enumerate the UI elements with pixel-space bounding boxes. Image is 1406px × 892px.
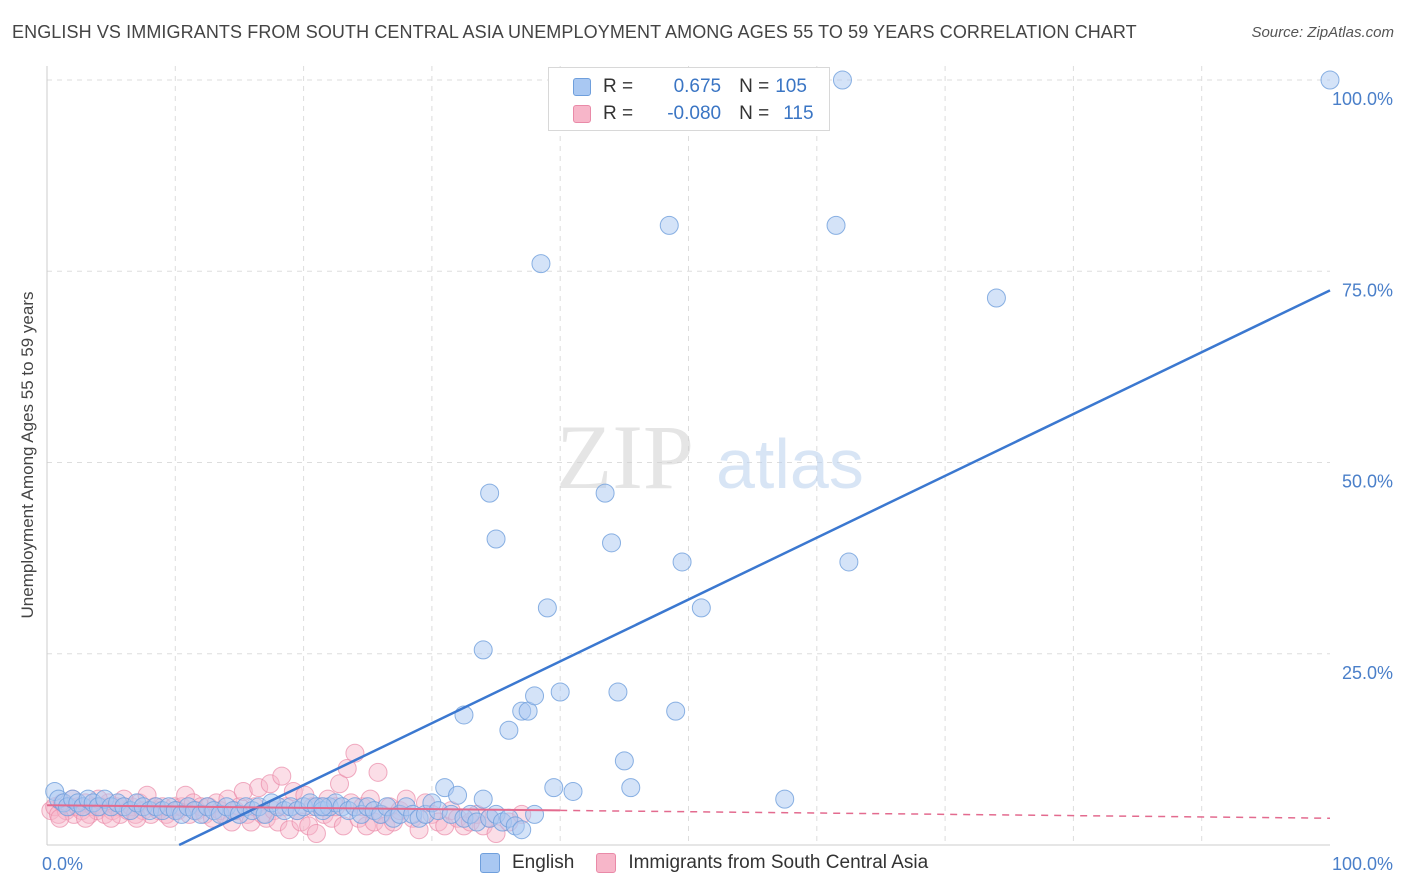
chart-title: ENGLISH VS IMMIGRANTS FROM SOUTH CENTRAL… xyxy=(12,22,1137,42)
english-point xyxy=(839,552,859,572)
y-tick-label: 25.0% xyxy=(1342,663,1393,683)
english-point xyxy=(602,533,622,553)
legend-n-english: 105 xyxy=(775,76,807,97)
watermark-atlas: atlas xyxy=(716,425,864,503)
english-point xyxy=(531,254,551,274)
source-credit: Source: ZipAtlas.com xyxy=(1251,24,1394,41)
immigrants-point xyxy=(249,778,269,798)
english-point xyxy=(826,215,846,235)
english-trend-line xyxy=(178,289,1331,847)
english-point xyxy=(525,686,545,706)
axes xyxy=(46,66,1330,846)
english-point xyxy=(550,682,570,702)
legend-n-label: N = xyxy=(739,103,770,124)
x-tick-label: 100.0% xyxy=(1332,854,1393,874)
x-tick-label: 0.0% xyxy=(42,854,83,874)
legend-r-english: 0.675 xyxy=(673,76,722,97)
immigrants-point xyxy=(260,774,280,794)
english-point xyxy=(499,720,519,740)
tick-labels: 25.0% 50.0% 75.0% 100.0% 0.0% 100.0% xyxy=(42,89,1393,874)
legend-r-label: R = xyxy=(603,76,634,97)
english-point xyxy=(986,288,1006,308)
english-point xyxy=(621,778,641,798)
legend-row-english: R = 0.675 N = 105 xyxy=(573,74,807,100)
legend-r-immigrants: -0.080 xyxy=(667,103,722,124)
english-point xyxy=(659,215,679,235)
legend-r-label: R = xyxy=(603,103,634,124)
series-legend: English Immigrants from South Central As… xyxy=(480,852,950,874)
english-point xyxy=(563,781,583,801)
english-point xyxy=(1320,70,1340,90)
immigrants-point xyxy=(368,762,388,782)
english-point xyxy=(544,778,564,798)
legend-swatch-english xyxy=(573,78,591,96)
english-point xyxy=(448,785,468,805)
immigrants-point xyxy=(306,824,326,844)
english-point xyxy=(666,701,686,721)
english-point xyxy=(480,483,500,503)
watermark: ZIP atlas xyxy=(556,406,864,508)
legend-swatch-immigrants xyxy=(596,853,617,873)
legend-row-immigrants: R = -0.080 N = 115 xyxy=(573,101,814,127)
y-tick-label: 50.0% xyxy=(1342,472,1393,492)
english-point xyxy=(672,552,692,572)
y-tick-label: 75.0% xyxy=(1342,280,1393,300)
english-point xyxy=(313,797,333,817)
immigrants-point xyxy=(330,774,350,794)
english-point xyxy=(486,529,506,549)
correlation-legend: R = 0.675 N = 105 R = -0.080 N = 115 xyxy=(548,67,830,131)
english-point xyxy=(473,640,493,660)
english-point xyxy=(525,804,545,824)
english-point xyxy=(691,598,711,618)
immigrants-point xyxy=(279,820,299,840)
y-tick-label: 100.0% xyxy=(1332,89,1393,109)
english-point xyxy=(832,70,852,90)
legend-label-immigrants: Immigrants from South Central Asia xyxy=(628,852,929,873)
legend-item-english: English xyxy=(480,852,574,874)
legend-n-immigrants: 115 xyxy=(783,103,814,124)
trend-lines xyxy=(46,289,1331,847)
english-point xyxy=(614,751,634,771)
immigrants-trend-line-dashed xyxy=(560,809,1331,819)
immigrants-point xyxy=(299,816,319,836)
immigrants-point xyxy=(272,766,292,786)
english-point xyxy=(608,682,628,702)
legend-label-english: English xyxy=(512,852,575,873)
english-point xyxy=(537,598,557,618)
legend-swatch-english xyxy=(480,853,500,873)
legend-swatch-immigrants xyxy=(573,105,591,123)
legend-n-label: N = xyxy=(739,76,770,97)
english-point xyxy=(775,789,795,809)
immigrants-trend-line-solid xyxy=(46,804,561,812)
legend-item-immigrants: Immigrants from South Central Asia xyxy=(596,852,928,874)
english-point xyxy=(473,789,493,809)
english-point xyxy=(512,820,532,840)
english-point xyxy=(595,483,615,503)
watermark-zip: ZIP xyxy=(556,406,694,508)
